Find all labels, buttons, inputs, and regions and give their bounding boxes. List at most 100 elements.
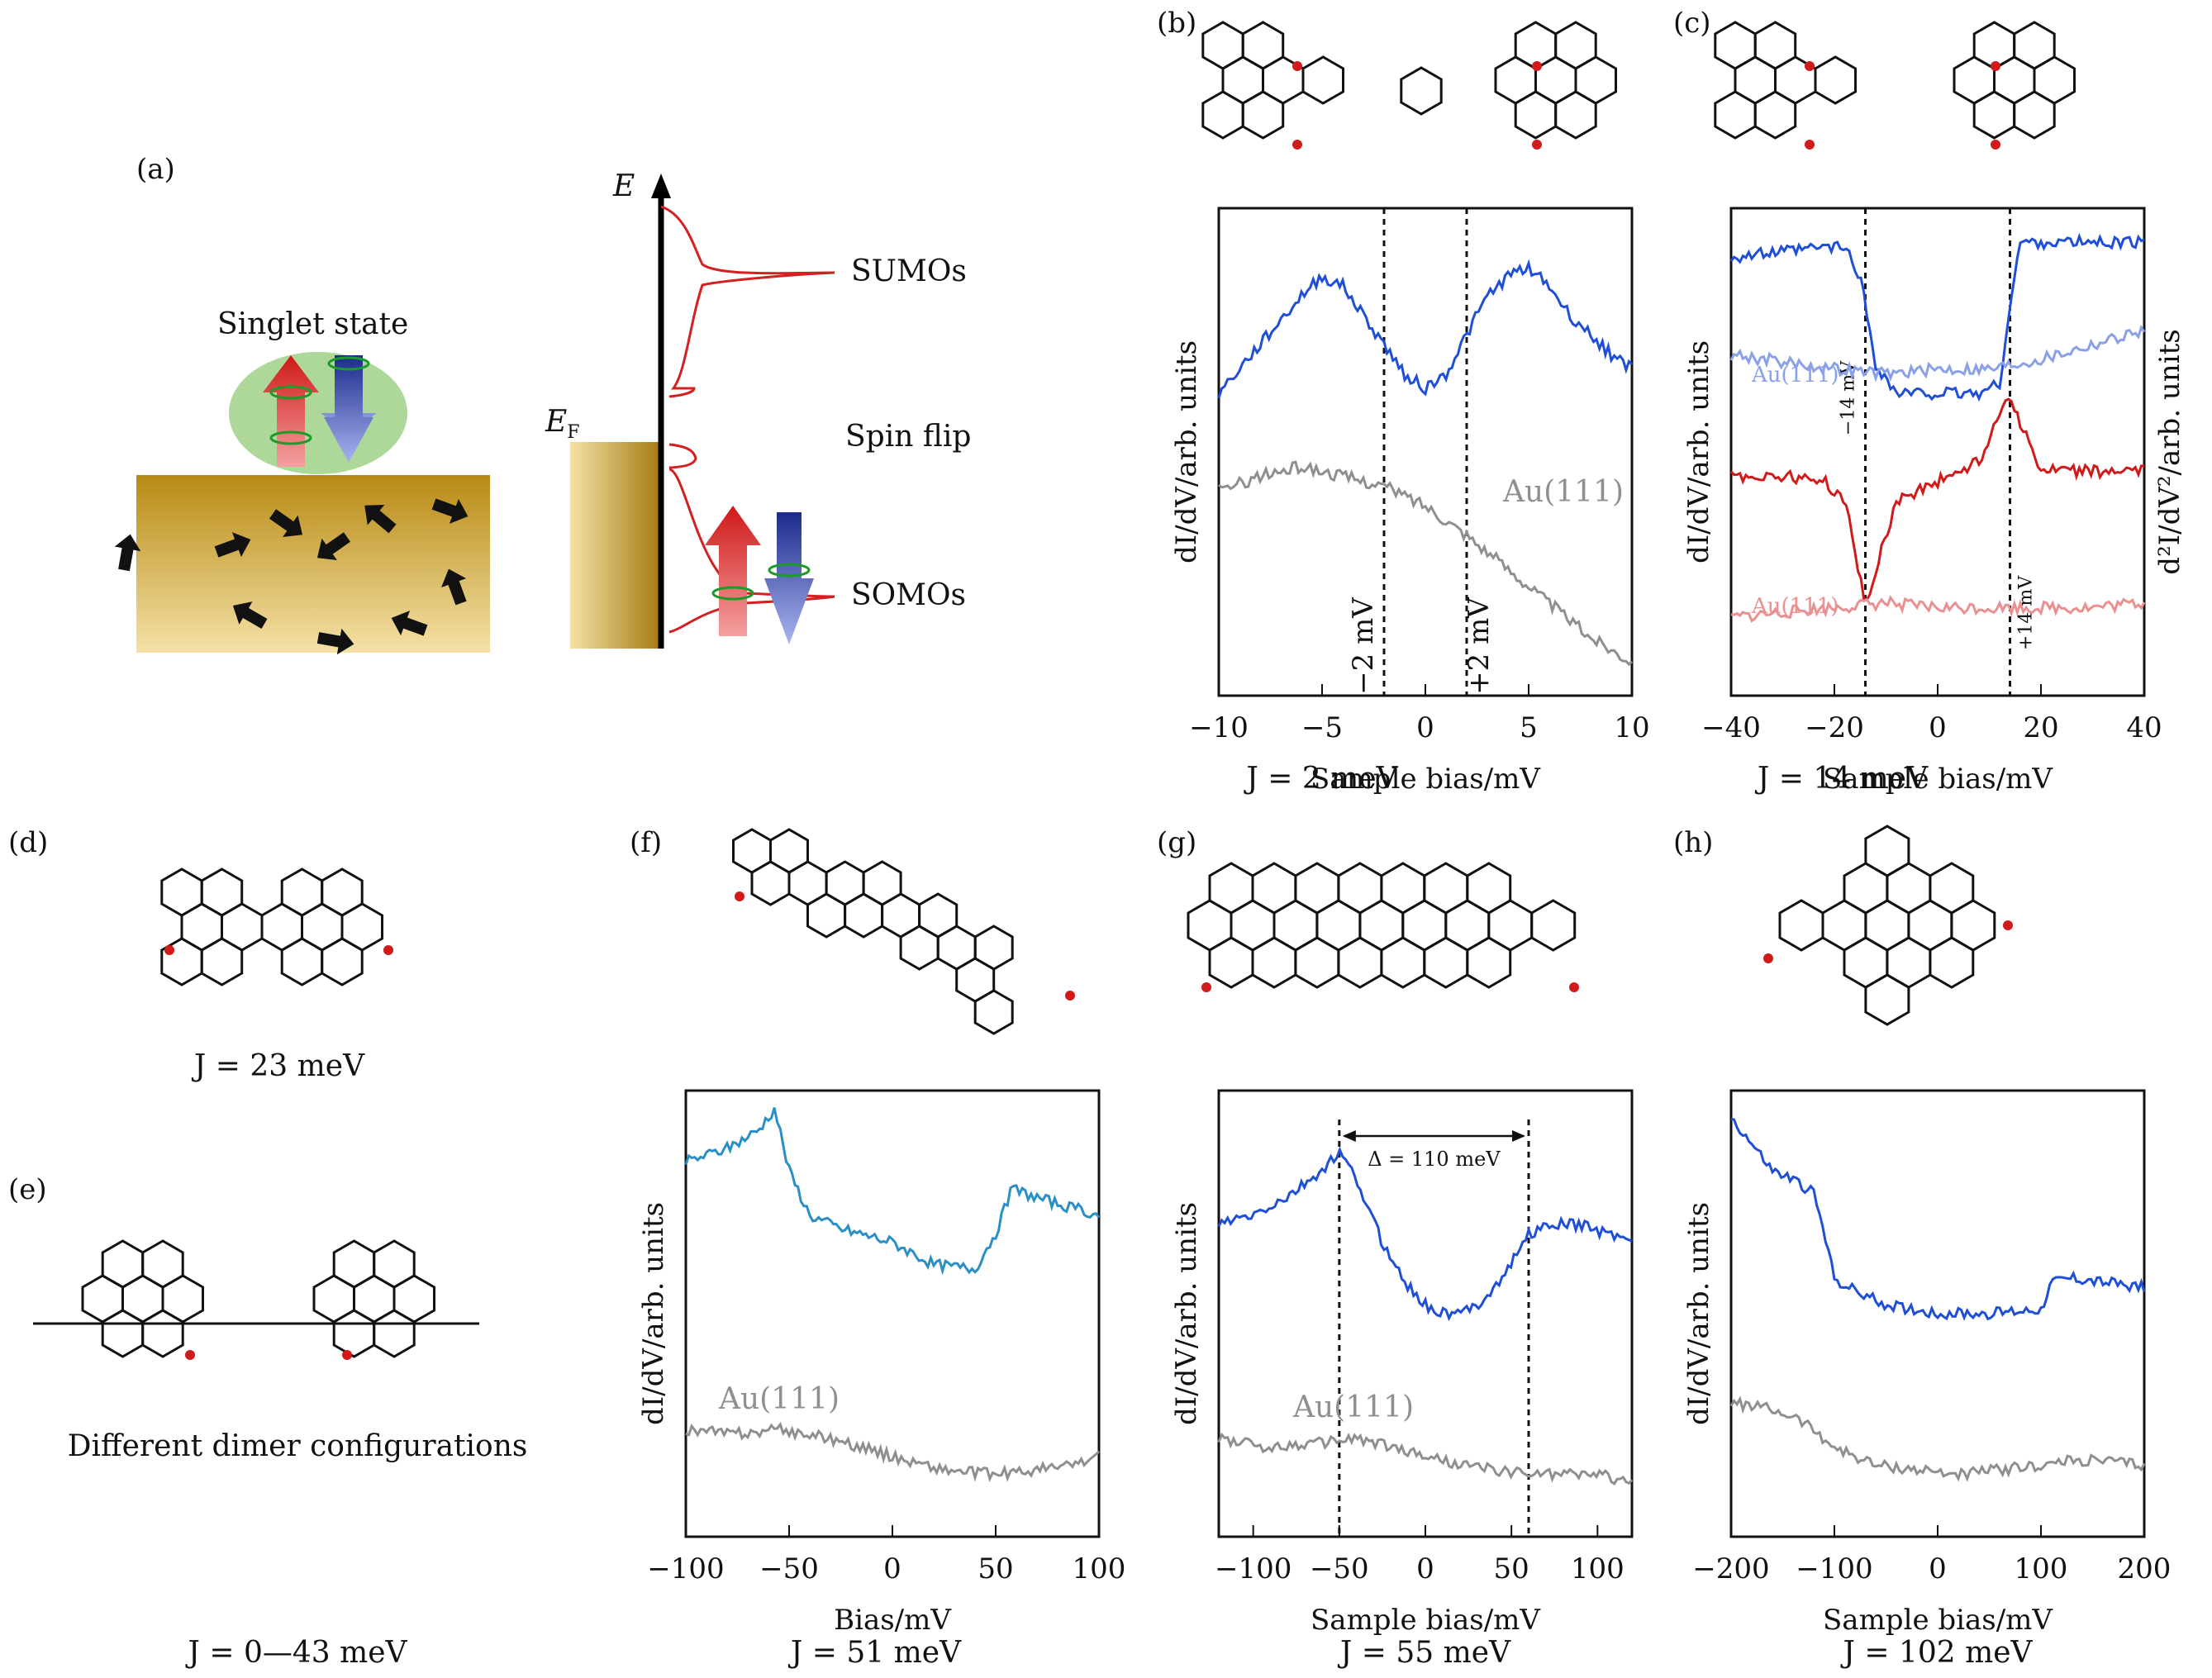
legend-au111: Au(111) [1292, 1390, 1414, 1424]
chart-c: −40 −20 0 20 40 Sample bias/mV dI/dV/arb. unit… [1682, 207, 2186, 796]
hexagon-ring [200, 937, 244, 986]
caption-f: J = 51 meV [790, 1636, 962, 1670]
caption-b: J = 2 meV [1246, 762, 1398, 796]
x-tick-label: 0 [1929, 1552, 1947, 1585]
sumos-label: SUMOs [851, 254, 967, 288]
series-line [685, 1421, 1101, 1483]
molecule-c-left [1714, 21, 1857, 150]
chart-f: −100 −50 0 50 100 Bias/mV dI/dV/arb. units Au(1… [637, 1089, 1126, 1637]
panel-b-label: (b) [1157, 7, 1197, 40]
series-line [1217, 1146, 1633, 1322]
delta-arrow-head [1512, 1130, 1525, 1142]
fermi-block [570, 442, 661, 649]
x-axis-label: Sample bias/mV [1823, 1604, 2053, 1637]
caption-g: J = 55 meV [1339, 1636, 1511, 1670]
dos-curve [660, 205, 835, 634]
x-tick-label: 100 [1571, 1552, 1625, 1585]
x-tick-label: −10 [1189, 711, 1249, 744]
hexagon-ring [1864, 973, 1910, 1026]
hexagon-ring [1400, 66, 1443, 116]
legend-au111-blue: Au(111) [1751, 363, 1839, 387]
substrate-spins [114, 498, 469, 655]
x-tick-label: 40 [2126, 711, 2162, 744]
x-axis-label: Sample bias/mV [1311, 763, 1541, 796]
x-tick-label: 50 [978, 1552, 1013, 1585]
y-axis-label: dI/dV/arb. units [1682, 1202, 1715, 1425]
series-line [1730, 1117, 2146, 1321]
x-axis-label: Bias/mV [834, 1604, 952, 1637]
gold-substrate [136, 475, 490, 653]
series-line [1729, 324, 2146, 383]
hexagon-ring [141, 1309, 184, 1358]
panel-e-label: (e) [8, 1173, 47, 1206]
x-tick-label: 5 [1520, 711, 1538, 744]
series-line [1729, 397, 2144, 601]
molecule-e-left [81, 1239, 204, 1360]
x-tick-label: −5 [1301, 711, 1343, 744]
radical-dot [1991, 61, 2000, 71]
series-line [1729, 232, 2145, 402]
y2-axis-label: d²I/dV²/arb. units [2153, 329, 2186, 574]
x-tick-label: −100 [647, 1552, 724, 1585]
x-tick-label: 10 [1614, 711, 1649, 744]
radical-dot [1532, 61, 1542, 71]
x-axis-label: Sample bias/mV [1311, 1604, 1541, 1637]
panel-f-label: (f) [630, 826, 663, 859]
radical-dot [1569, 982, 1579, 992]
x-tick-label: −50 [1310, 1552, 1369, 1585]
legend-au111: Au(111) [1502, 475, 1624, 509]
radical-dot [383, 945, 393, 955]
x-tick-label: 100 [1073, 1552, 1126, 1585]
series-line [1218, 460, 1633, 667]
somos-label: SOMOs [851, 578, 967, 612]
series-line [684, 1107, 1101, 1276]
x-tick-label: 50 [1494, 1552, 1529, 1585]
series-line [1217, 259, 1634, 399]
radical-dot [1763, 953, 1773, 963]
radical-dot [342, 1350, 352, 1360]
hexagon-ring [373, 1309, 416, 1358]
x-tick-label: −200 [1692, 1552, 1769, 1585]
radical-dot [1065, 991, 1075, 1001]
x-tick-label: −100 [1215, 1552, 1292, 1585]
radical-dot [1201, 982, 1211, 992]
radical-dot [1805, 61, 1815, 71]
plot-frame [1729, 1089, 2146, 1538]
panel-h-label: (h) [1673, 826, 1714, 859]
x-tick-label: −50 [759, 1552, 819, 1585]
radical-dot [2003, 920, 2013, 930]
radical-dot [164, 945, 174, 955]
hexagon-ring [1554, 90, 1597, 140]
radical-dot [1991, 140, 2000, 150]
molecule-f [732, 828, 1075, 1035]
molecule-b-right [1494, 21, 1617, 150]
fermi-level-label: EF [545, 405, 580, 444]
panel-a-label: (a) [136, 153, 175, 186]
legend-au111: Au(111) [718, 1382, 840, 1416]
radical-dot [735, 891, 744, 901]
molecule-c-right [1953, 21, 2076, 150]
x-tick-label: 100 [2015, 1552, 2068, 1585]
chart-b: −10 −5 0 5 10 Sample bias/mV dI/dV/arb. units −… [1170, 207, 1650, 796]
x-tick-label: 0 [1929, 711, 1947, 744]
y-axis-label: dI/dV/arb. units [1170, 340, 1203, 563]
hexagon-ring [321, 937, 364, 986]
x-tick-label: −40 [1701, 711, 1761, 744]
series-line [1217, 1432, 1634, 1486]
hexagon-ring [1814, 55, 1857, 105]
legend-au111-red: Au(111) [1751, 594, 1839, 619]
y-axis-label: dI/dV/arb. units [1170, 1202, 1203, 1425]
caption-e: J = 0—43 meV [188, 1636, 407, 1670]
plot-frame [684, 1089, 1101, 1538]
series-line [1729, 1395, 2146, 1482]
radical-dot [185, 1350, 195, 1360]
caption-h: J = 102 meV [1843, 1636, 2033, 1670]
plot-frame [1729, 207, 2146, 697]
x-tick-label: −100 [1796, 1552, 1872, 1585]
y-axis-label: dI/dV/arb. units [1682, 340, 1715, 563]
panel-d-label: (d) [8, 826, 49, 859]
y-axis-label: dI/dV/arb. units [637, 1202, 670, 1425]
